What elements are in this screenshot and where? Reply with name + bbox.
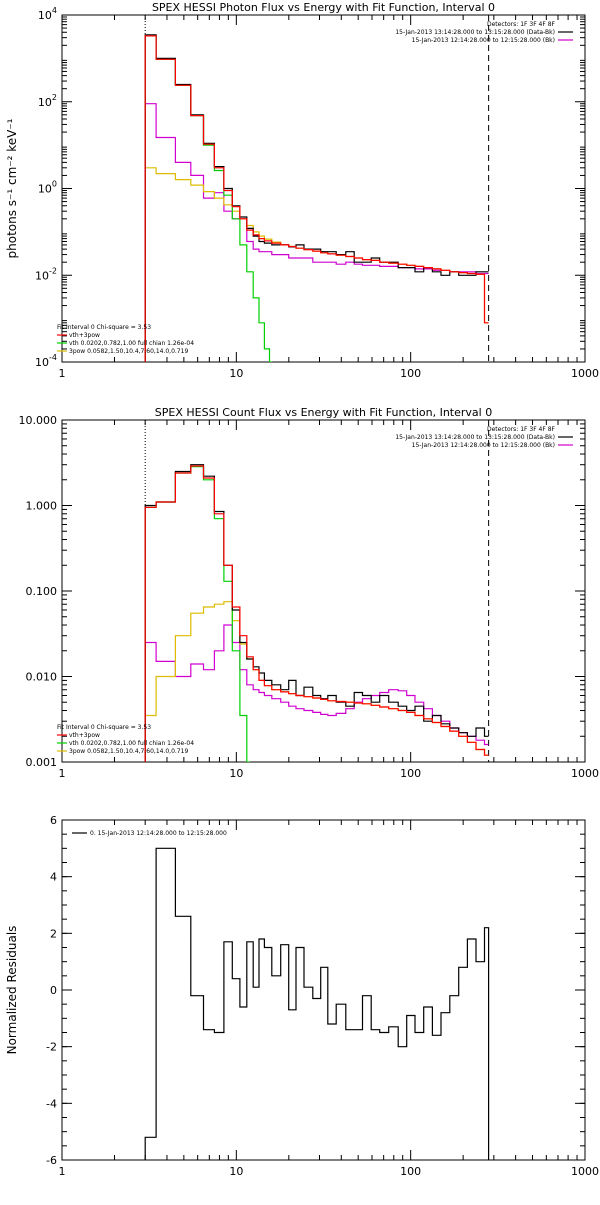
y-tick-label: 0 [50,984,57,997]
series-background-line [144,103,489,362]
panel-1: SPEX HESSI Photon Flux vs Energy with Fi… [5,1,599,380]
y-tick-label: -4 [46,1097,57,1110]
y-tick-label: 0.100 [26,585,58,598]
x-tick-label: 10 [229,767,243,780]
series-group [144,464,489,762]
x-tick-label: 1000 [571,767,599,780]
y-tick-label: 10-4 [35,353,57,369]
legend-text: 0. 15-Jan-2013 12:14:28.000 to 12:15:28.… [90,830,227,837]
legend-bottom-text: vth+3pow [69,732,100,739]
legend-top-text: 15-Jan-2013 13:14:28.000 to 13:15:28.000… [395,29,555,36]
series-3pow-line [144,601,489,762]
y-tick-label: 10-2 [35,266,57,282]
x-tick-label: 100 [400,367,421,380]
series-vth-line [144,35,272,362]
legend-top-text: 15-Jan-2013 12:14:28.000 to 12:15:28.000… [412,37,555,44]
panel-2: SPEX HESSI Count Flux vs Energy with Fit… [19,406,600,780]
series-vth-line [144,466,251,762]
series-group [144,34,489,362]
chart-title: SPEX HESSI Photon Flux vs Energy with Fi… [152,1,495,14]
x-tick-label: 1000 [571,1165,599,1178]
x-tick-label: 1 [59,1165,66,1178]
y-tick-label: -6 [46,1154,57,1167]
y-tick-label: 6 [50,814,57,827]
x-tick-label: 1000 [571,367,599,380]
plot-frame [61,419,586,763]
series-background-line [144,624,489,762]
chart-title: SPEX HESSI Count Flux vs Energy with Fit… [155,406,492,419]
y-tick-label: 102 [38,93,57,109]
y-tick-label: -2 [46,1041,57,1054]
y-axis-label: photons s⁻¹ cm⁻² keV⁻¹ [5,118,19,258]
plot-frame [61,819,586,1161]
plot-frame [61,14,586,363]
y-tick-label: 4 [50,871,57,884]
y-tick-label: 104 [38,6,57,22]
x-tick-label: 1 [59,767,66,780]
x-tick-label: 100 [400,1165,421,1178]
y-tick-label: 1.000 [26,500,58,513]
y-tick-label: 2 [50,927,57,940]
y-tick-label: 0.010 [26,671,58,684]
x-tick-label: 10 [229,1165,243,1178]
legend-bottom-text: Fit Interval 0 Chi-square = 3.53 [57,324,151,331]
x-tick-label: 1 [59,367,66,380]
legend-bottom-text: 3pow 0.0582,1.50,10.4,7.60,14.0,0.719 [69,348,188,355]
legend-bottom-text: vth 0.0202,0.782,1.00 full chian 1.26e-0… [69,340,194,347]
y-axis-label: Normalized Residuals [5,926,19,1055]
legend-top-text: 15-Jan-2013 12:14:28.000 to 12:15:28.000… [412,442,555,449]
y-tick-label: 100 [38,180,57,196]
series-3pow-line [144,167,489,362]
y-tick-label: 10.000 [19,414,58,427]
legend-top-text: 15-Jan-2013 13:14:28.000 to 13:15:28.000… [395,434,555,441]
legend-top-text: Detectors: 1F 3F 4F 8F [487,21,556,28]
x-tick-label: 100 [400,767,421,780]
y-tick-label: 0.001 [26,756,58,769]
series-data-line [144,34,489,362]
series-vth-3pow-line [144,465,489,762]
legend-bottom-text: vth+3pow [69,332,100,339]
legend-bottom-text: vth 0.0202,0.782,1.00 full chian 1.26e-0… [69,740,194,747]
legend-bottom-text: 3pow 0.0582,1.50,10.4,7.60,14.0,0.719 [69,748,188,755]
panel-3: 1 10 100 1000 -6 -4 -2 0 2 4 6 Normalized Residuals… [5,814,599,1178]
series-group [144,847,490,1160]
x-tick-label: 10 [229,367,243,380]
legend-top-text: Detectors: 1F 3F 4F 8F [487,426,556,433]
series-vth-3pow-line [144,35,489,362]
legend-bottom-text: Fit Interval 0 Chi-square = 3.53 [57,724,151,731]
series-0--line [144,847,490,1160]
